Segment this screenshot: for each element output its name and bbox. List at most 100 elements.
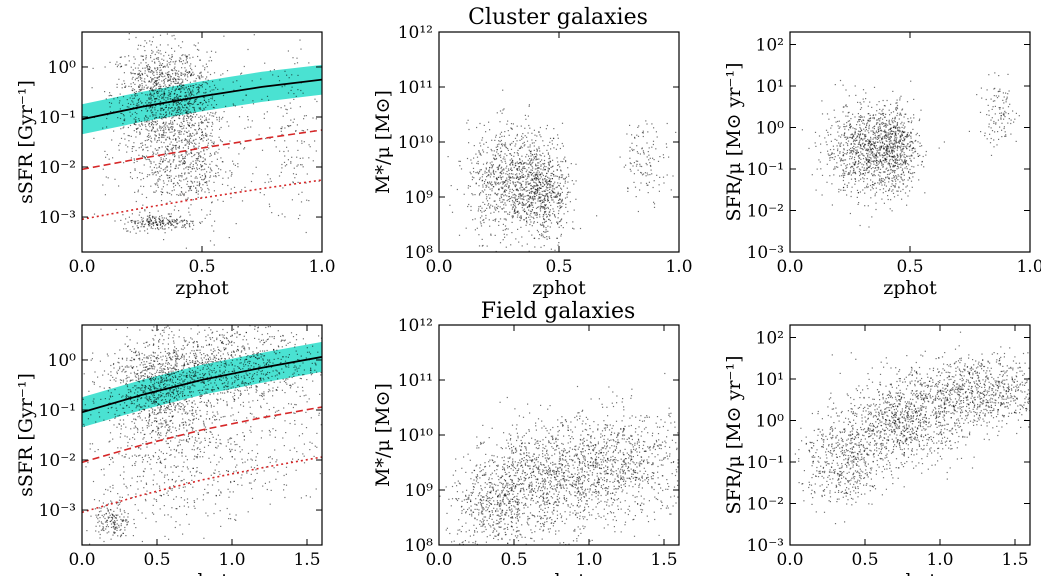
scatter-point: [544, 204, 546, 206]
scatter-point: [864, 172, 866, 174]
scatter-point: [157, 92, 159, 94]
scatter-point: [174, 66, 176, 68]
scatter-point: [553, 175, 555, 177]
scatter-point: [210, 169, 212, 171]
scatter-point: [159, 104, 161, 106]
scatter-point: [119, 93, 121, 95]
scatter-point: [508, 176, 510, 178]
scatter-point: [211, 201, 213, 203]
scatter-point: [543, 212, 546, 214]
scatter-point: [840, 142, 842, 144]
scatter-point: [186, 140, 188, 142]
scatter-point: [885, 113, 887, 115]
scatter-point: [173, 145, 175, 147]
scatter-point: [187, 110, 189, 112]
scatter-point: [174, 38, 176, 40]
scatter-point: [515, 189, 518, 191]
scatter-point: [655, 131, 657, 133]
scatter-point: [161, 116, 163, 118]
scatter-point: [176, 123, 178, 125]
scatter-point: [649, 157, 651, 159]
scatter-point: [540, 176, 542, 178]
scatter-point: [206, 134, 208, 136]
scatter-point: [895, 130, 897, 133]
scatter-point: [895, 162, 897, 164]
scatter-point: [154, 98, 156, 100]
scatter-point: [647, 151, 649, 153]
scatter-point: [203, 149, 205, 151]
scatter-point: [870, 144, 872, 146]
scatter-point: [898, 126, 900, 128]
scatter-point: [130, 103, 132, 105]
scatter-point: [546, 193, 548, 196]
scatter-point: [566, 193, 568, 196]
scatter-point: [826, 181, 828, 183]
scatter-point: [171, 219, 173, 221]
scatter-point: [196, 103, 198, 106]
scatter-point: [286, 109, 288, 111]
scatter-point: [215, 172, 217, 174]
scatter-point: [192, 166, 194, 168]
x-tick-label: 0.5: [188, 257, 215, 277]
scatter-point: [895, 109, 897, 111]
scatter-point: [842, 151, 844, 153]
scatter-point: [200, 187, 202, 189]
scatter-point: [842, 189, 844, 191]
scatter-point: [124, 138, 126, 140]
scatter-point: [829, 157, 831, 159]
scatter-point: [171, 114, 173, 116]
scatter-point: [156, 73, 158, 75]
scatter-point: [536, 191, 539, 193]
scatter-point: [450, 185, 452, 187]
scatter-point: [874, 146, 876, 148]
scatter-point: [858, 170, 860, 173]
scatter-point: [505, 173, 507, 175]
scatter-point: [519, 176, 521, 178]
scatter-point: [561, 200, 563, 202]
scatter-point: [519, 193, 521, 195]
scatter-point: [148, 97, 150, 99]
scatter-point: [899, 136, 901, 139]
scatter-point: [158, 178, 160, 180]
scatter-point: [194, 116, 196, 118]
scatter-point: [168, 136, 170, 138]
scatter-point: [892, 164, 894, 166]
scatter-point: [912, 142, 914, 144]
scatter-point: [540, 224, 542, 226]
scatter-point: [867, 148, 869, 150]
scatter-point: [119, 63, 121, 65]
scatter-point: [498, 155, 500, 157]
scatter-point: [850, 147, 852, 149]
scatter-point: [545, 186, 547, 188]
scatter-point: [845, 105, 847, 107]
scatter-point: [633, 173, 635, 175]
scatter-point: [168, 92, 170, 94]
scatter-point: [518, 177, 520, 179]
scatter-point: [208, 99, 210, 101]
scatter-point: [146, 228, 148, 230]
scatter-point: [900, 151, 903, 153]
scatter-point: [876, 149, 878, 151]
scatter-point: [519, 177, 521, 180]
scatter-point: [297, 149, 299, 151]
scatter-point: [173, 101, 175, 104]
scatter-point: [517, 189, 519, 191]
scatter-point: [206, 149, 208, 151]
scatter-point: [526, 212, 528, 214]
scatter-point: [150, 86, 152, 88]
scatter-point: [555, 196, 557, 198]
scatter-point: [832, 157, 834, 159]
scatter-point: [870, 152, 872, 154]
scatter-point: [526, 243, 528, 245]
scatter-point: [136, 128, 138, 130]
scatter-point: [135, 200, 137, 203]
scatter-point: [537, 167, 539, 169]
scatter-point: [214, 220, 216, 222]
scatter-point: [180, 74, 183, 76]
scatter-point: [470, 159, 472, 161]
scatter-point: [561, 200, 563, 202]
scatter-point: [169, 200, 171, 202]
scatter-point: [533, 171, 535, 174]
scatter-point: [487, 175, 489, 177]
scatter-point: [204, 163, 206, 165]
